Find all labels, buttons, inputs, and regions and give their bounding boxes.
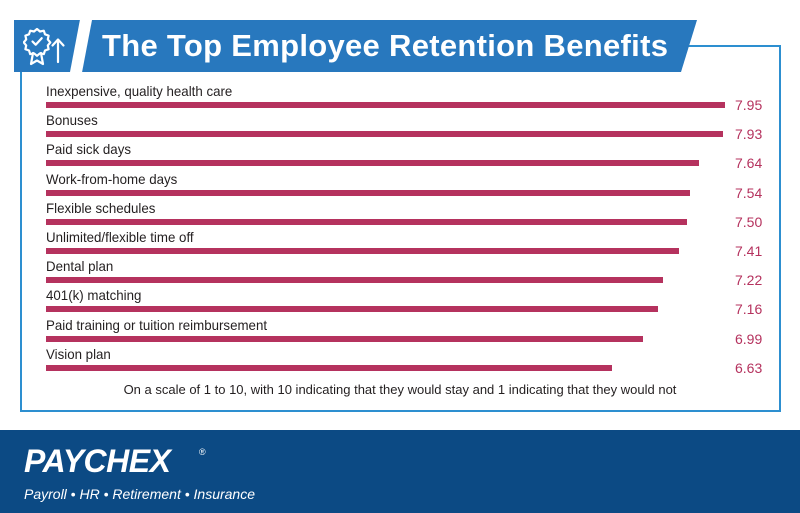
bar (46, 248, 679, 254)
bar (46, 131, 724, 138)
bar (46, 160, 699, 167)
chart-footnote: On a scale of 1 to 10, with 10 indicatin… (123, 382, 677, 397)
bar (46, 102, 725, 108)
page-title: The Top Employee Retention Benefits (102, 28, 669, 63)
brand-logo: PAYCHEX (24, 443, 171, 479)
bar-value-label: 6.99 (735, 330, 763, 347)
bar (46, 306, 658, 313)
bar-value-label: 7.50 (735, 213, 763, 230)
bar-label: Flexible schedules (46, 199, 156, 216)
bar-value-label: 7.41 (735, 243, 763, 259)
bar (46, 277, 663, 284)
bar-label: Unlimited/flexible time off (46, 229, 194, 245)
bar (46, 189, 690, 196)
bar-label: Bonuses (46, 112, 98, 129)
bar-label: Paid training or tuition reimbursement (46, 316, 268, 333)
certificate-ribbon-up-arrow-icon (14, 20, 76, 72)
bar-value-label: 7.95 (735, 97, 763, 113)
brand-tagline: Payroll • HR • Retirement • Insurance (24, 486, 256, 502)
bar (46, 364, 613, 371)
bar-value-label: 7.16 (735, 301, 763, 318)
footer-bar (0, 430, 800, 513)
bar-label: Dental plan (46, 258, 114, 275)
bar-label: Vision plan (46, 345, 111, 362)
bar-label: Paid sick days (46, 141, 132, 158)
title-banner (14, 20, 697, 72)
bar-value-label: 7.22 (735, 272, 763, 289)
bar-label: Work-from-home days (46, 170, 178, 187)
bar-value-label: 7.64 (735, 155, 763, 172)
registered-mark: ® (199, 447, 206, 457)
bar-value-label: 7.93 (735, 126, 763, 143)
bar (46, 335, 643, 342)
bar-label: Inexpensive, quality health care (46, 83, 233, 99)
bar-label: 401(k) matching (46, 287, 142, 304)
bar-value-label: 6.63 (735, 359, 763, 376)
bar-value-label: 7.54 (735, 184, 763, 201)
bar (46, 218, 687, 225)
